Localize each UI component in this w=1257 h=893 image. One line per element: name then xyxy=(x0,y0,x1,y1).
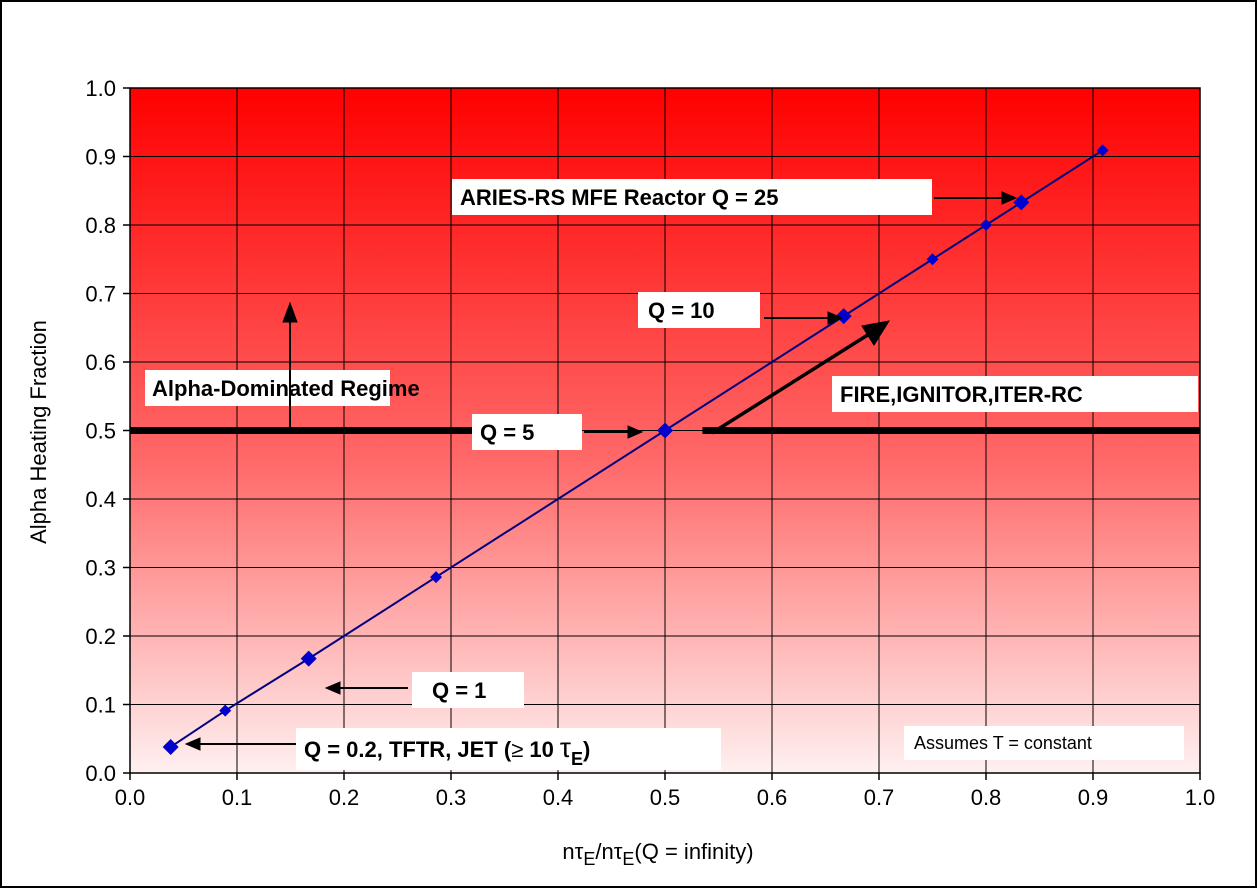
q1-arrowhead xyxy=(324,681,341,695)
y-tick-label-4: 0.4 xyxy=(85,487,116,512)
q02-arrowhead xyxy=(184,737,201,751)
q02-label: Q = 0.2, TFTR, JET (≥ 10 τE) xyxy=(304,732,590,769)
x-tick-label-7: 0.7 xyxy=(864,785,895,810)
data-point-3 xyxy=(430,571,443,584)
data-point-2 xyxy=(300,650,317,667)
y-tick-label-9: 0.9 xyxy=(85,145,116,170)
data-point-1 xyxy=(219,704,232,717)
q5-label: Q = 5 xyxy=(480,420,534,445)
q10-arrowhead xyxy=(827,311,844,325)
y-tick-label-3: 0.3 xyxy=(85,556,116,581)
x-axis-title: nτE/nτE(Q = infinity) xyxy=(562,839,753,869)
aries-label: ARIES-RS MFE Reactor Q = 25 xyxy=(460,185,778,210)
data-point-8 xyxy=(1013,194,1030,211)
x-tick-label-4: 0.4 xyxy=(543,785,574,810)
alpha-regime-arrowhead xyxy=(282,301,298,323)
y-tick-label-8: 0.8 xyxy=(85,213,116,238)
y-tick-label-6: 0.6 xyxy=(85,350,116,375)
q10-label: Q = 10 xyxy=(648,298,715,323)
series-layer xyxy=(162,144,1109,755)
x-tick-label-3: 0.3 xyxy=(436,785,467,810)
data-point-0 xyxy=(162,738,179,755)
x-tick-label-6: 0.6 xyxy=(757,785,788,810)
y-tick-labels: 0.0 0.1 0.2 0.3 0.4 0.5 0.6 0.7 0.8 0.9 1.0 xyxy=(85,76,116,786)
q1-label-box xyxy=(412,672,524,708)
fire-arrowhead xyxy=(861,320,891,346)
x-tick-label-9: 0.9 xyxy=(1078,785,1109,810)
fire-arrow xyxy=(711,329,875,435)
y-tick-label-10: 1.0 xyxy=(85,76,116,101)
y-axis-title: Alpha Heating Fraction xyxy=(26,320,51,544)
data-point-6 xyxy=(926,253,939,266)
assumes-note-box xyxy=(904,726,1184,760)
y-tick-label-1: 0.1 xyxy=(85,693,116,718)
data-point-4 xyxy=(657,422,673,439)
x-tick-label-8: 0.8 xyxy=(971,785,1002,810)
fire-label-box xyxy=(832,376,1198,412)
q5-arrowhead xyxy=(627,425,644,439)
data-point-9 xyxy=(1096,144,1109,157)
y-tick-label-5: 0.5 xyxy=(85,419,116,444)
annotation-arrows xyxy=(184,191,1018,751)
x-tick-label-5: 0.5 xyxy=(650,785,681,810)
aries-label-box xyxy=(452,179,932,215)
x-tick-label-1: 0.1 xyxy=(222,785,253,810)
q1-label: Q = 1 xyxy=(432,678,486,703)
q10-label-box xyxy=(638,292,760,328)
q02-label-box xyxy=(296,728,721,770)
x-tick-label-10: 1.0 xyxy=(1185,785,1216,810)
data-point-7 xyxy=(980,219,992,231)
assumes-note: Assumes T = constant xyxy=(914,733,1092,753)
x-tick-label-2: 0.2 xyxy=(329,785,360,810)
series-line-0 xyxy=(170,149,1104,748)
alpha-regime-label: Alpha-Dominated Regime xyxy=(152,376,420,401)
axis-ticks xyxy=(123,87,1201,780)
x-tick-labels: 0.0 0.1 0.2 0.3 0.4 0.5 0.6 0.7 0.8 0.9 1.0 xyxy=(115,785,1216,810)
y-tick-label-0: 0.0 xyxy=(85,761,116,786)
data-point-5 xyxy=(835,308,852,325)
y-tick-label-2: 0.2 xyxy=(85,624,116,649)
fire-label: FIRE,IGNITOR,ITER-RC xyxy=(840,382,1083,407)
aries-arrowhead xyxy=(1001,191,1018,205)
y-tick-label-7: 0.7 xyxy=(85,282,116,307)
alpha-regime-label-box xyxy=(145,370,390,406)
q5-label-box xyxy=(472,414,582,450)
x-tick-label-0: 0.0 xyxy=(115,785,146,810)
